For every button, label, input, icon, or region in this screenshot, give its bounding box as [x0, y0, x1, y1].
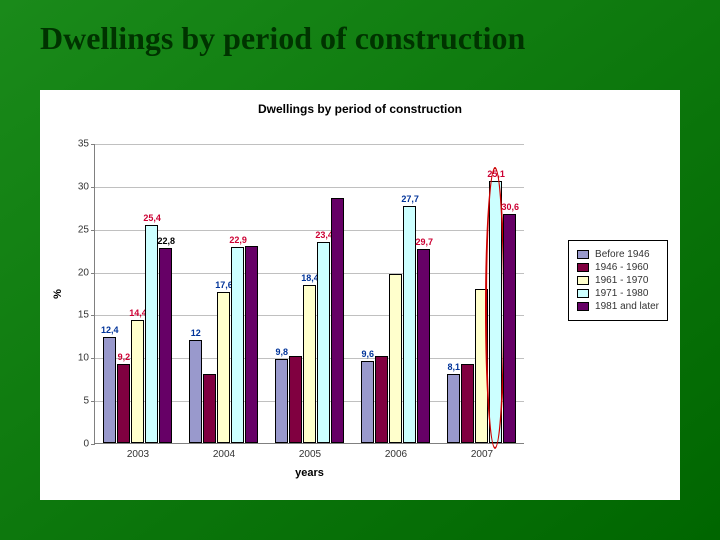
y-tick-label: 20 — [78, 267, 95, 278]
slide-title: Dwellings by period of construction — [40, 20, 525, 57]
x-tick-label: 2004 — [213, 443, 235, 460]
bar — [331, 198, 344, 443]
bar — [245, 246, 258, 443]
chart-legend: Before 1946 1946 - 1960 1961 - 1970 1971 - … — [568, 240, 668, 321]
bar — [375, 356, 388, 443]
bar-value-label: 29,7 — [415, 237, 433, 247]
y-tick-label: 10 — [78, 353, 95, 364]
x-tick-label: 2005 — [299, 443, 321, 460]
bar-value-label: 8,1 — [448, 362, 461, 372]
legend-item: 1981 and later — [577, 301, 659, 312]
y-tick-label: 0 — [83, 439, 95, 450]
bar-value-label: 9,8 — [276, 347, 289, 357]
slide: Dwellings by period of construction Dwel… — [0, 0, 720, 540]
grid-line — [95, 187, 524, 188]
bar — [275, 359, 288, 443]
bar-value-label: 22,9 — [229, 235, 247, 245]
bar-value-label: 12 — [191, 328, 201, 338]
chart-title: Dwellings by period of construction — [40, 102, 680, 116]
bar — [417, 249, 430, 443]
bar-value-label: 25,4 — [143, 213, 161, 223]
x-tick-label: 2003 — [127, 443, 149, 460]
bar — [503, 214, 516, 443]
bar-value-label: 27,7 — [401, 194, 419, 204]
legend-item: 1961 - 1970 — [577, 275, 659, 286]
bar — [159, 248, 172, 443]
bar-value-label: 9,2 — [118, 352, 131, 362]
bar-value-label: 9,6 — [362, 349, 375, 359]
bar-value-label: 12,4 — [101, 325, 119, 335]
y-tick-label: 15 — [78, 310, 95, 321]
chart-card: Dwellings by period of construction % ye… — [40, 90, 680, 500]
bar-value-label: 22,8 — [157, 236, 175, 246]
bar — [403, 206, 416, 443]
legend-item: 1946 - 1960 — [577, 262, 659, 273]
legend-swatch — [577, 276, 589, 285]
y-axis-label: % — [52, 289, 64, 299]
x-tick-label: 2007 — [471, 443, 493, 460]
bar-value-label: 30,6 — [501, 202, 519, 212]
bar — [145, 225, 158, 443]
y-tick-label: 30 — [78, 181, 95, 192]
bar — [317, 242, 330, 443]
bar — [361, 361, 374, 443]
bar — [203, 374, 216, 443]
bar — [461, 364, 474, 443]
x-tick-label: 2006 — [385, 443, 407, 460]
legend-label: Before 1946 — [595, 249, 650, 260]
bar — [447, 374, 460, 443]
grid-line — [95, 144, 524, 145]
legend-swatch — [577, 289, 589, 298]
bar — [117, 364, 130, 443]
x-axis-label: years — [95, 467, 524, 479]
bar — [289, 356, 302, 443]
bar — [189, 340, 202, 443]
bar — [103, 337, 116, 443]
legend-swatch — [577, 250, 589, 259]
y-tick-label: 35 — [78, 139, 95, 150]
legend-label: 1961 - 1970 — [595, 275, 648, 286]
bar — [131, 320, 144, 443]
legend-item: 1971 - 1980 — [577, 288, 659, 299]
bar — [217, 292, 230, 443]
legend-item: Before 1946 — [577, 249, 659, 260]
y-tick-label: 25 — [78, 224, 95, 235]
y-tick-label: 5 — [83, 396, 95, 407]
legend-swatch — [577, 263, 589, 272]
bar — [231, 247, 244, 443]
bar — [389, 274, 402, 443]
legend-swatch — [577, 302, 589, 311]
bar — [303, 285, 316, 443]
legend-label: 1981 and later — [595, 301, 659, 312]
chart-plot-area: % years 05101520253035200312,49,214,425,… — [94, 144, 524, 444]
legend-label: 1946 - 1960 — [595, 262, 648, 273]
legend-label: 1971 - 1980 — [595, 288, 648, 299]
grid-line — [95, 230, 524, 231]
